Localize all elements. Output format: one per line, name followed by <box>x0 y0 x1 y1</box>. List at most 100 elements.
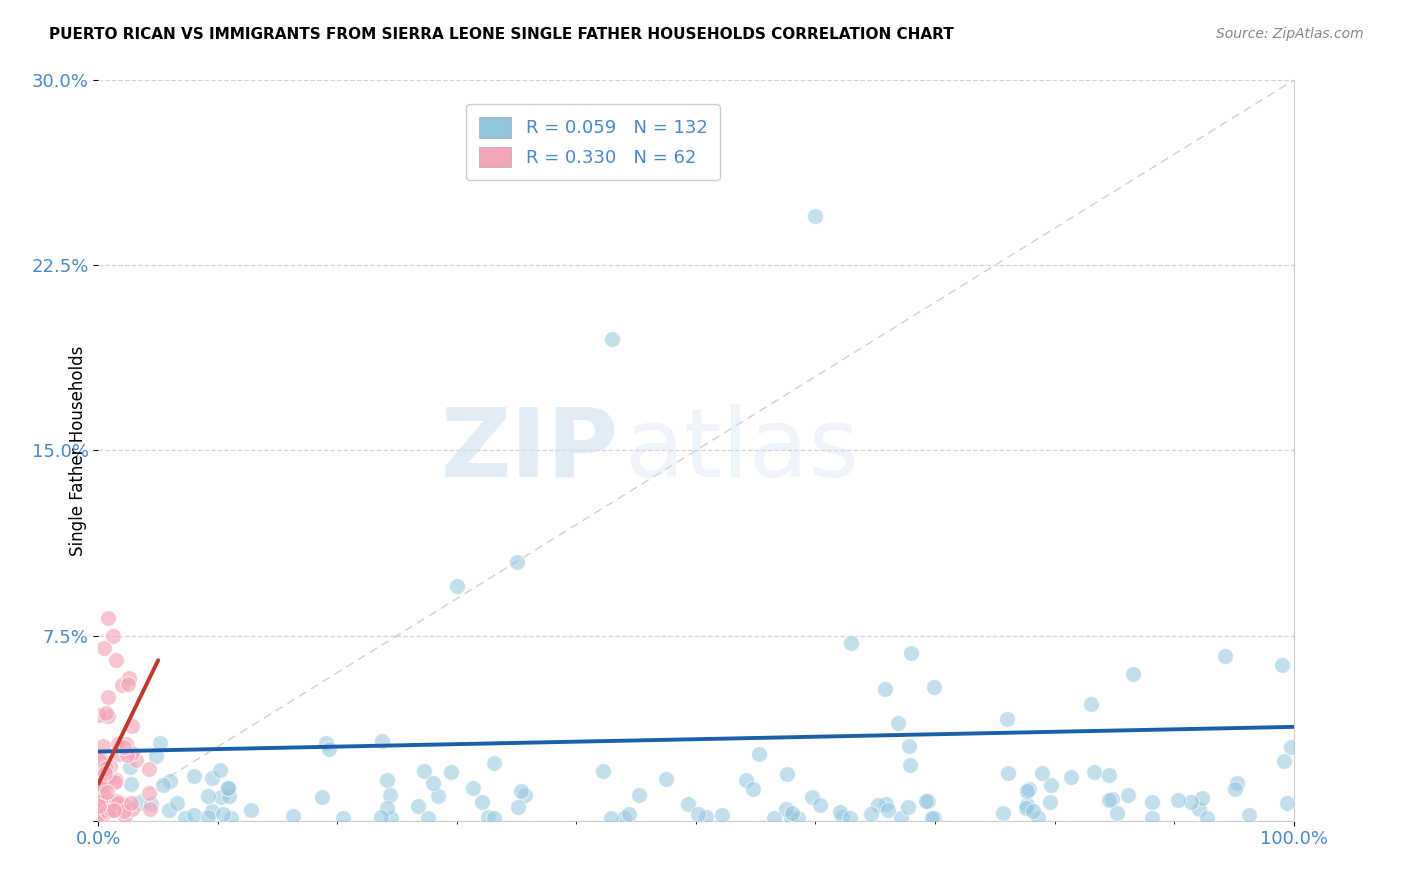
Point <box>212 807 235 822</box>
Point <box>748 747 770 761</box>
Point <box>103 804 125 818</box>
Point <box>173 811 195 825</box>
Point <box>897 739 920 754</box>
Point <box>922 680 945 694</box>
Point <box>613 811 636 825</box>
Point <box>93 789 115 804</box>
Point <box>686 806 709 821</box>
Point <box>96 804 118 818</box>
Point <box>166 796 188 810</box>
Point <box>118 672 141 686</box>
Point <box>197 789 219 803</box>
Point <box>1015 801 1038 815</box>
Point <box>111 678 134 692</box>
Point <box>370 809 392 823</box>
Point <box>200 771 222 785</box>
Point <box>602 332 624 346</box>
Point <box>139 797 162 811</box>
Point <box>219 811 242 825</box>
Point <box>776 767 799 781</box>
Point <box>897 799 920 814</box>
Point <box>917 794 939 808</box>
Point <box>152 778 174 792</box>
Point <box>91 808 114 822</box>
Point <box>87 796 110 810</box>
Point <box>1015 784 1038 798</box>
Point <box>375 801 398 815</box>
Point <box>1039 795 1062 809</box>
Point <box>1101 792 1123 806</box>
Point <box>117 747 139 762</box>
Point <box>416 811 439 825</box>
Point <box>1237 807 1260 822</box>
Point <box>875 797 897 812</box>
Point <box>120 796 142 810</box>
Point <box>101 804 124 818</box>
Point <box>592 764 614 779</box>
Text: ZIP: ZIP <box>440 404 619 497</box>
Point <box>627 789 650 803</box>
Point <box>617 806 640 821</box>
Point <box>377 772 399 787</box>
Point <box>1279 739 1302 754</box>
Point <box>371 734 394 748</box>
Point <box>87 707 110 722</box>
Point <box>484 811 506 825</box>
Point <box>471 795 494 809</box>
Point <box>121 718 143 732</box>
Point <box>217 781 239 796</box>
Point <box>209 763 232 777</box>
Point <box>96 706 118 720</box>
Point <box>742 782 765 797</box>
Point <box>513 788 536 802</box>
Point <box>318 742 340 756</box>
Point <box>91 795 114 809</box>
Point <box>1188 802 1211 816</box>
Point <box>406 798 429 813</box>
Point <box>1022 805 1045 819</box>
Point <box>510 783 533 797</box>
Point <box>995 712 1018 726</box>
Point <box>115 737 138 751</box>
Point <box>676 797 699 812</box>
Point <box>801 790 824 805</box>
Point <box>875 681 897 696</box>
Point <box>1122 666 1144 681</box>
Point <box>96 785 118 799</box>
Point <box>209 790 232 805</box>
Point <box>915 794 938 808</box>
Point <box>841 636 863 650</box>
Point <box>239 803 262 817</box>
Point <box>149 736 172 750</box>
Point <box>600 811 623 825</box>
Point <box>1040 778 1063 792</box>
Point <box>1195 811 1218 825</box>
Point <box>1275 797 1298 811</box>
Point <box>97 709 120 723</box>
Point <box>1026 811 1049 825</box>
Point <box>218 789 240 803</box>
Point <box>426 789 449 804</box>
Text: Source: ZipAtlas.com: Source: ZipAtlas.com <box>1216 27 1364 41</box>
Point <box>125 753 148 767</box>
Point <box>105 793 128 807</box>
Point <box>112 797 135 812</box>
Point <box>183 808 205 822</box>
Point <box>89 799 111 814</box>
Point <box>100 803 122 817</box>
Point <box>1031 766 1053 780</box>
Point <box>775 803 797 817</box>
Point <box>112 740 135 755</box>
Point <box>1060 770 1083 784</box>
Point <box>991 805 1014 820</box>
Point <box>900 646 922 660</box>
Point <box>94 791 117 805</box>
Point <box>1223 782 1246 797</box>
Point <box>859 807 882 822</box>
Point <box>1191 790 1213 805</box>
Point <box>89 754 111 768</box>
Point <box>924 811 946 825</box>
Point <box>97 611 120 625</box>
Point <box>138 801 160 815</box>
Point <box>201 804 224 818</box>
